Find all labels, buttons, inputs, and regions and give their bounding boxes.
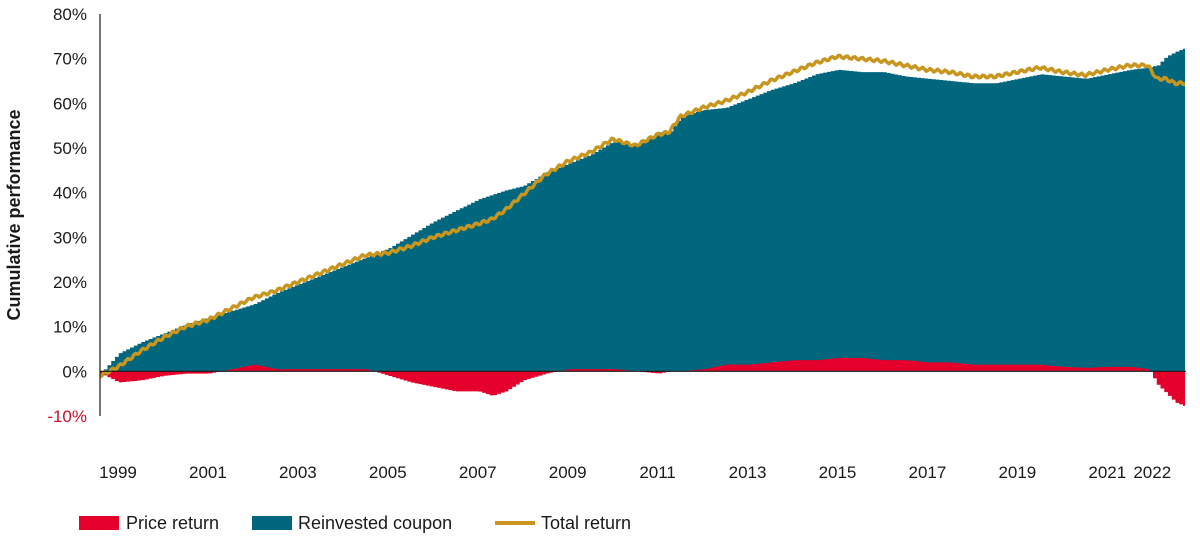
legend-swatch [79, 516, 119, 530]
legend-swatch [252, 516, 292, 530]
y-axis-label: Cumulative performance [4, 109, 24, 320]
x-tick-label: 2013 [729, 463, 767, 482]
y-axis-ticks: 80% 70% 60% 50% 40% 30% 20% 10% 0% -10% [47, 5, 87, 426]
reinvested-coupon-area [100, 48, 1185, 374]
x-axis-ticks: 1999 2001 2003 2005 2007 2009 2011 2013 2015 2017… [99, 463, 1171, 482]
axes [99, 14, 1186, 416]
x-tick-label: 2022 [1133, 463, 1171, 482]
legend: Price return Reinvested coupon Total retur… [79, 513, 631, 533]
y-tick-label: 40% [53, 184, 87, 203]
x-tick-label: 2015 [819, 463, 857, 482]
x-tick-label: 2011 [639, 463, 676, 482]
y-tick-label: -10% [47, 407, 87, 426]
x-tick-label: 2017 [909, 463, 947, 482]
y-tick-label: 50% [53, 139, 87, 158]
legend-label: Total return [541, 513, 631, 533]
y-tick-label: 30% [53, 228, 87, 247]
x-tick-label: 2009 [549, 463, 587, 482]
price-return-area [100, 357, 1185, 406]
x-tick-label: 2005 [369, 463, 407, 482]
legend-label: Price return [126, 513, 219, 533]
x-tick-label: 2019 [998, 463, 1036, 482]
legend-label: Reinvested coupon [298, 513, 452, 533]
x-tick-label: 1999 [99, 463, 137, 482]
y-tick-label: 60% [53, 94, 87, 113]
x-tick-label: 2003 [279, 463, 317, 482]
y-tick-label: 80% [53, 5, 87, 24]
y-tick-label: 70% [53, 50, 87, 69]
y-tick-label: 20% [53, 273, 87, 292]
y-tick-label: 0% [62, 362, 87, 381]
x-tick-label: 2007 [459, 463, 497, 482]
y-tick-label: 10% [53, 318, 87, 337]
total-return-line [99, 53, 1185, 379]
x-tick-label: 2021 [1088, 463, 1126, 482]
plot-area [99, 48, 1185, 406]
x-tick-label: 2001 [189, 463, 227, 482]
